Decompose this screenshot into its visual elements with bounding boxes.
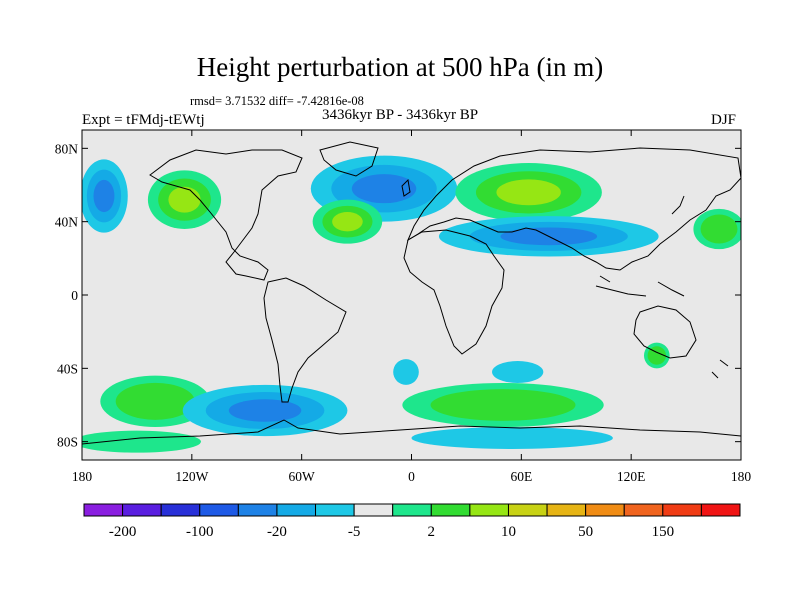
anomaly-antarctic-low-level-1: [411, 427, 613, 449]
colorbar-label: 10: [501, 524, 516, 540]
colorbar-label: 2: [428, 524, 436, 540]
coastline-uk: [401, 178, 411, 197]
colorbar-label: 150: [652, 524, 675, 540]
colorbar-swatch: [585, 503, 625, 517]
lon-tick-label: 180: [72, 469, 93, 484]
anomaly-indian-low-level-1: [492, 361, 544, 383]
colorbar-label: -100: [186, 524, 214, 540]
colorbar-label: -20: [267, 524, 287, 540]
colorbar-label: 50: [578, 524, 593, 540]
lat-tick-label: 0: [71, 288, 78, 303]
colorbar-swatch: [122, 503, 162, 517]
colorbar-swatch: [199, 503, 239, 517]
colorbar-swatch: [662, 503, 702, 517]
coastline-eurasia: [406, 147, 741, 271]
anomaly-pacific-ant-high-level-1: [82, 430, 201, 453]
anomaly-southern-low-level-3: [228, 399, 302, 422]
colorbar-swatch: [392, 503, 432, 517]
colorbar-swatch: [469, 503, 509, 517]
colorbar-swatch: [430, 503, 471, 517]
lon-tick-label: 120E: [617, 469, 646, 484]
colorbar-swatch: [353, 503, 394, 517]
lon-tick-label: 60E: [510, 469, 532, 484]
lat-tick-label: 80S: [57, 435, 78, 450]
colorbar-label: -5: [348, 524, 361, 540]
anomaly-atlantic-sub-low-level-1: [393, 359, 419, 385]
coastline-japan: [671, 195, 685, 215]
colorbar-swatch: [83, 503, 124, 517]
colorbar-label: -200: [109, 524, 137, 540]
lat-tick-label: 80N: [55, 141, 79, 156]
coastline-layer: [82, 141, 741, 445]
season-label: DJF: [711, 112, 737, 128]
coastline-africa: [403, 229, 505, 355]
experiment-label: Expt = tFMdj-tEWtj: [82, 112, 205, 128]
lat-tick-label: 40S: [57, 361, 78, 376]
anomaly-north-atlantic-low-level-3: [351, 174, 417, 204]
colorbar-swatch: [276, 503, 317, 517]
lon-tick-label: 180: [731, 469, 752, 484]
chart-title: Height perturbation at 500 hPa (in m): [196, 52, 604, 82]
coastline-antarctica: [82, 419, 741, 445]
colorbar: -200 -100 -20 -5 2 10 50 150: [83, 503, 741, 540]
period-label: 3436kyr BP - 3436kyr BP: [322, 107, 479, 123]
coastline-new-zealand: [711, 359, 729, 379]
anomaly-south-pacific-high-level-2: [115, 382, 195, 420]
colorbar-swatch: [507, 503, 548, 517]
anomaly-north-pacific-low-level-3: [93, 179, 115, 213]
colorbar-swatch: [237, 503, 278, 517]
lon-tick-label: 0: [408, 469, 415, 484]
anomaly-southern-indian-high-level-2: [430, 389, 576, 421]
lat-tick-label: 40N: [55, 215, 79, 230]
colorbar-swatch: [160, 503, 201, 517]
coastline-australia: [633, 305, 697, 359]
axis-ticks: 80N 40N 0 40S 80S 180 120W 60W 0 60E 120E 180: [55, 130, 752, 484]
lon-tick-label: 60W: [289, 469, 316, 484]
stats-text: rmsd= 3.71532 diff= -7.42816e-08: [190, 94, 364, 108]
anomaly-western-atlantic-high-level-3: [332, 211, 363, 232]
colorbar-swatch: [623, 503, 664, 517]
coastline-greenland: [319, 141, 379, 177]
anomaly-layer: [82, 155, 741, 453]
colorbar-swatch: [546, 503, 587, 517]
anomaly-australia-high-level-2: [647, 346, 667, 365]
anomaly-north-pacific-high-level-3: [168, 186, 201, 213]
colorbar-swatch: [700, 503, 741, 517]
anomaly-eurasian-high-level-3: [496, 179, 561, 206]
lon-tick-label: 120W: [175, 469, 208, 484]
coastline-indonesia: [595, 275, 685, 297]
anomaly-north-pacific-east-high-level-2: [700, 214, 738, 244]
colorbar-swatch: [315, 503, 355, 517]
coastline-north-america: [149, 149, 303, 281]
coastline-south-america: [263, 277, 347, 403]
